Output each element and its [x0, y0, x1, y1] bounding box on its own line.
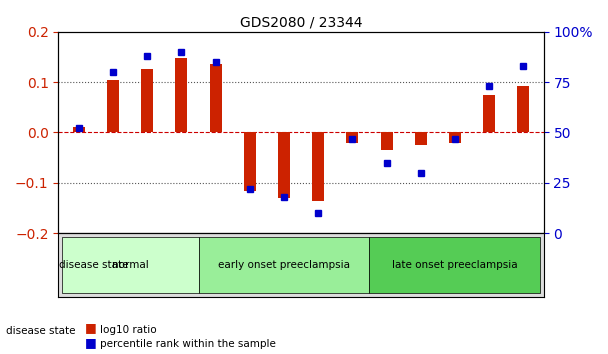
Text: normal: normal — [112, 260, 148, 270]
FancyBboxPatch shape — [62, 236, 198, 293]
Bar — [347, 132, 358, 143]
FancyBboxPatch shape — [370, 236, 541, 293]
Bar — [73, 127, 85, 132]
Text: log10 ratio: log10 ratio — [100, 325, 157, 335]
Bar — [210, 64, 221, 132]
Bar — [381, 132, 393, 150]
Bar — [449, 132, 461, 143]
Text: disease state: disease state — [59, 260, 128, 270]
Bar — [176, 58, 187, 132]
Text: percentile rank within the sample: percentile rank within the sample — [100, 339, 276, 349]
Bar — [415, 132, 427, 145]
Bar — [141, 69, 153, 132]
Bar — [278, 132, 290, 198]
Bar — [244, 132, 256, 190]
Text: ■: ■ — [85, 336, 97, 349]
Text: late onset preeclampsia: late onset preeclampsia — [392, 260, 517, 270]
Bar — [483, 95, 495, 132]
Title: GDS2080 / 23344: GDS2080 / 23344 — [240, 15, 362, 29]
FancyBboxPatch shape — [198, 236, 370, 293]
Bar — [517, 86, 529, 132]
Text: early onset preeclampsia: early onset preeclampsia — [218, 260, 350, 270]
Bar — [107, 80, 119, 132]
Bar — [312, 132, 324, 201]
Text: ■: ■ — [85, 321, 97, 335]
Text: disease state: disease state — [6, 326, 75, 336]
